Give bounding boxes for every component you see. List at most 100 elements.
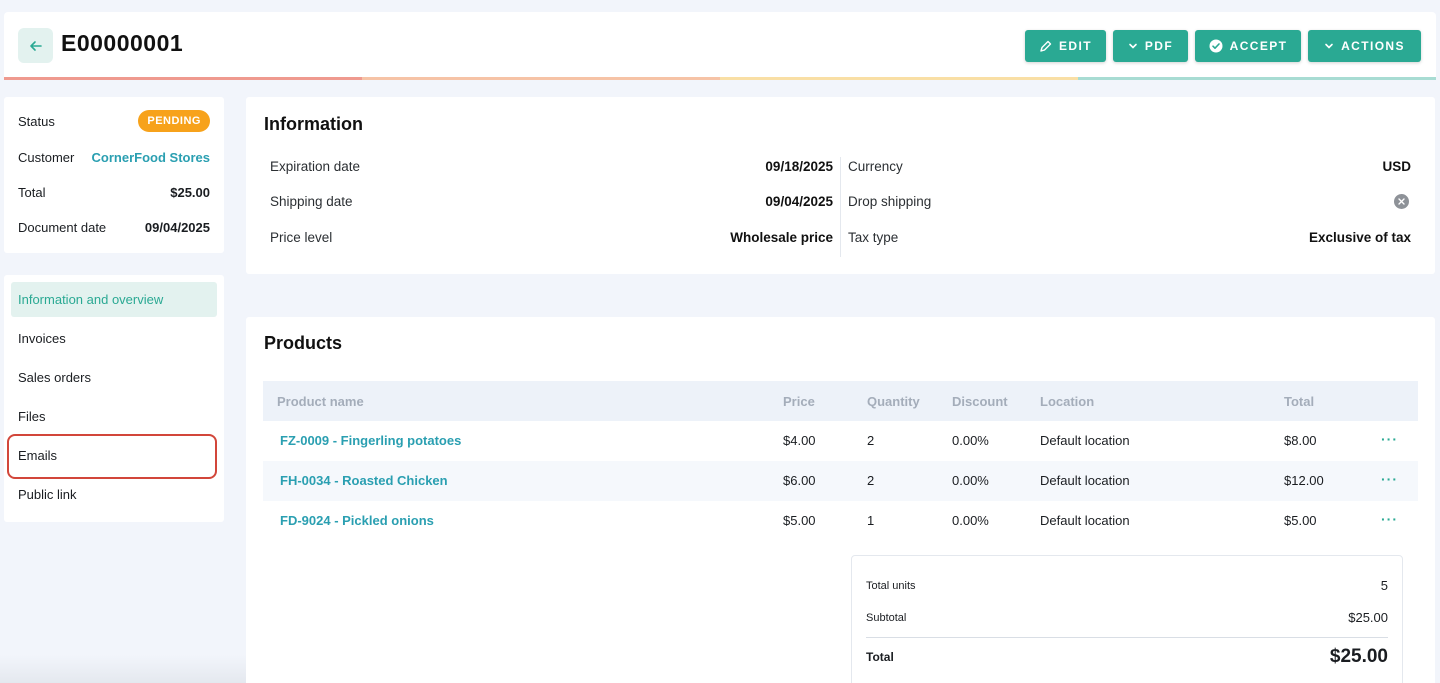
column-header[interactable]: Product name (277, 394, 364, 409)
customer-label: Customer (18, 150, 75, 165)
nav-item-emails[interactable]: Emails (18, 448, 58, 463)
document-date-value: 09/04/2025 (144, 220, 210, 235)
info-value: Exclusive of tax (1308, 230, 1411, 245)
document-header: E00000001 EDIT PDF ACCEPT ACTIONS (4, 12, 1436, 80)
info-row-currency: Currency USD (848, 159, 1411, 174)
column-header[interactable]: Quantity (867, 394, 920, 409)
row-menu-icon[interactable]: ··· (1381, 431, 1398, 447)
accept-button[interactable]: ACCEPT (1195, 30, 1301, 62)
info-value: 09/04/2025 (765, 194, 833, 209)
row-menu-icon[interactable]: ··· (1381, 471, 1398, 487)
summary-card: Status PENDING Customer CornerFood Store… (4, 97, 224, 253)
progress-segment (720, 77, 1078, 80)
info-row-expiration: Expiration date 09/18/2025 (270, 159, 833, 174)
info-label: Drop shipping (848, 194, 932, 209)
total-label: Total (18, 185, 46, 200)
column-divider (840, 157, 841, 257)
edit-button[interactable]: EDIT (1025, 30, 1106, 62)
info-label: Shipping date (270, 194, 353, 209)
info-label: Price level (270, 230, 333, 245)
price-cell: $5.00 (783, 513, 816, 528)
product-link[interactable]: FH-0034 - Roasted Chicken (280, 473, 448, 488)
x-circle-icon (1394, 194, 1409, 209)
info-row-price-level: Price level Wholesale price (270, 230, 833, 245)
chevron-down-icon (1325, 43, 1333, 49)
progress-segment (362, 77, 720, 80)
table-row: FH-0034 - Roasted Chicken $6.00 2 0.00% … (263, 461, 1418, 501)
products-card: Products Product name Price Quantity Dis… (246, 317, 1435, 683)
progress-segment (1078, 77, 1436, 80)
accept-button-label: ACCEPT (1229, 39, 1288, 53)
status-badge: PENDING (138, 110, 210, 132)
quantity-cell: 2 (867, 473, 875, 488)
document-date-row: Document date 09/04/2025 (18, 220, 210, 235)
nav-item-information[interactable]: Information and overview (11, 282, 217, 317)
totals-divider (866, 637, 1388, 638)
subtotal-label: Subtotal (866, 611, 907, 624)
totals-panel: Total units 5 Subtotal $25.00 Total $25.… (851, 555, 1403, 683)
price-cell: $4.00 (783, 433, 816, 448)
total-cell: $12.00 (1284, 473, 1324, 488)
total-value: $25.00 (170, 185, 210, 200)
subtotal-row: Subtotal $25.00 (866, 610, 1388, 625)
grand-total-label: Total (866, 650, 894, 664)
info-row-drop-shipping: Drop shipping (848, 194, 1409, 209)
location-cell: Default location (1040, 473, 1130, 488)
total-cell: $8.00 (1284, 433, 1317, 448)
progress-segment (4, 77, 362, 80)
information-card: Information Expiration date 09/18/2025 S… (246, 97, 1435, 274)
table-header: Product name Price Quantity Discount Loc… (263, 381, 1418, 421)
column-header[interactable]: Price (783, 394, 815, 409)
grand-total-row: Total $25.00 (866, 646, 1388, 668)
info-label: Expiration date (270, 159, 361, 174)
quantity-cell: 1 (867, 513, 875, 528)
discount-cell: 0.00% (952, 433, 989, 448)
information-title: Information (264, 114, 363, 134)
price-cell: $6.00 (783, 473, 816, 488)
customer-row: Customer CornerFood Stores (18, 150, 210, 165)
discount-cell: 0.00% (952, 473, 989, 488)
total-units-label: Total units (866, 579, 916, 592)
total-row: Total $25.00 (18, 185, 210, 200)
product-link[interactable]: FD-9024 - Pickled onions (280, 513, 434, 528)
info-row-tax-type: Tax type Exclusive of tax (848, 230, 1411, 245)
total-cell: $5.00 (1284, 513, 1317, 528)
nav-item-public-link[interactable]: Public link (18, 487, 77, 502)
table-row: FD-9024 - Pickled onions $5.00 1 0.00% D… (263, 501, 1418, 541)
product-link[interactable]: FZ-0009 - Fingerling potatoes (280, 433, 462, 448)
back-button[interactable] (18, 28, 53, 63)
actions-button-label: ACTIONS (1341, 39, 1405, 53)
actions-button[interactable]: ACTIONS (1308, 30, 1421, 62)
info-label: Currency (848, 159, 903, 174)
bottom-shade (0, 655, 246, 683)
check-circle-icon (1209, 39, 1223, 53)
nav-item-sales-orders[interactable]: Sales orders (18, 370, 91, 385)
pdf-button-label: PDF (1144, 39, 1174, 53)
nav-item-invoices[interactable]: Invoices (18, 331, 66, 346)
total-units-row: Total units 5 (866, 578, 1388, 593)
info-label: Tax type (848, 230, 899, 245)
customer-link[interactable]: CornerFood Stores (91, 150, 210, 165)
table-row: FZ-0009 - Fingerling potatoes $4.00 2 0.… (263, 421, 1418, 461)
section-nav: Information and overview Invoices Sales … (4, 275, 224, 522)
pdf-button[interactable]: PDF (1113, 30, 1188, 62)
discount-cell: 0.00% (952, 513, 989, 528)
status-label: Status (18, 113, 55, 129)
info-row-shipping: Shipping date 09/04/2025 (270, 194, 833, 209)
page-title: E00000001 (61, 30, 184, 56)
status-row: Status PENDING (18, 110, 210, 132)
location-cell: Default location (1040, 433, 1130, 448)
nav-item-files[interactable]: Files (18, 409, 46, 424)
column-header[interactable]: Total (1284, 394, 1315, 409)
info-value: USD (1382, 159, 1411, 174)
status-progress-bar (4, 77, 1436, 80)
column-header[interactable]: Discount (952, 394, 1008, 409)
column-header[interactable]: Location (1040, 394, 1095, 409)
location-cell: Default location (1040, 513, 1130, 528)
document-date-label: Document date (18, 220, 107, 235)
pencil-icon (1040, 40, 1052, 52)
quantity-cell: 2 (867, 433, 875, 448)
row-menu-icon[interactable]: ··· (1381, 511, 1398, 527)
info-value: Wholesale price (730, 230, 833, 245)
grand-total-value: $25.00 (1329, 646, 1388, 667)
